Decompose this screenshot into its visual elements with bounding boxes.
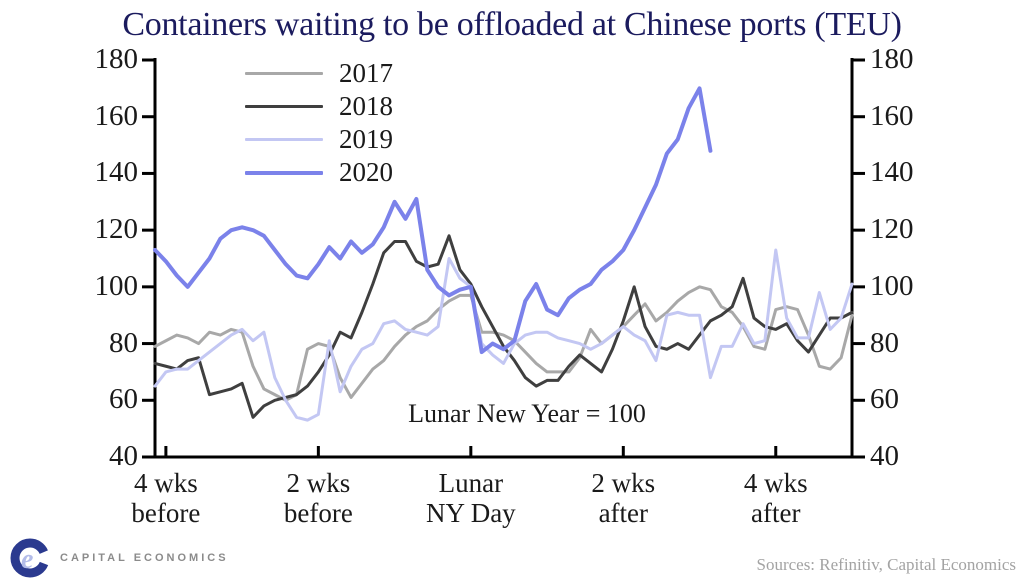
y-tick-label-right: 60 <box>870 383 899 416</box>
x-tick-label-line: 4 wks <box>743 468 808 498</box>
legend-item-2018: 2018 <box>245 90 393 123</box>
chart-title: Containers waiting to be offloaded at Ch… <box>122 6 902 43</box>
x-tick-label: 4 wks before <box>86 468 246 528</box>
y-tick-label-left: 80 <box>109 326 138 359</box>
legend-label: 2018 <box>339 91 393 121</box>
x-tick-label-line: before <box>283 498 353 528</box>
y-tick-label-left: 120 <box>94 213 139 246</box>
x-tick-label-line: 4 wks <box>134 468 198 498</box>
y-tick-label-right: 80 <box>870 326 899 359</box>
legend-label: 2017 <box>339 58 393 88</box>
y-tick-label-left: 140 <box>94 156 139 189</box>
y-tick-label-left: 60 <box>109 383 138 416</box>
legend-label: 2019 <box>339 124 393 154</box>
y-tick-label-left: 100 <box>94 269 139 302</box>
legend-line-swatch <box>245 170 323 175</box>
x-tick-label-line: 2 wks <box>591 468 656 498</box>
x-tick-label: 2 wks before <box>238 468 398 528</box>
y-tick-label-right: 40 <box>870 440 899 472</box>
legend-item-2019: 2019 <box>245 123 393 156</box>
series-line-2017 <box>153 285 854 402</box>
sources-note: Sources: Refinitiv, Capital Economics <box>756 555 1016 574</box>
index-annotation: Lunar New Year = 100 <box>408 399 646 428</box>
y-tick-label-right: 160 <box>870 99 914 132</box>
x-tick-label-line: after <box>751 498 801 528</box>
y-tick-label-right: 180 <box>870 43 914 75</box>
logo-e-letter: e <box>21 544 33 575</box>
x-tick-label-line: NY Day <box>425 498 516 528</box>
y-tick-label-right: 100 <box>870 269 914 302</box>
x-tick-label: Lunar NY Day <box>391 468 551 528</box>
legend-item-2017: 2017 <box>245 57 393 90</box>
legend: 2017 2018 2019 2020 <box>245 57 393 189</box>
legend-item-2020: 2020 <box>245 156 393 189</box>
x-tick-label-line: Lunar <box>438 468 504 498</box>
brand-wordmark: CAPITAL ECONOMICS <box>60 552 229 564</box>
y-tick-label-left: 40 <box>109 440 138 472</box>
legend-line-swatch <box>245 72 323 75</box>
x-tick-label: 4 wks after <box>696 468 856 528</box>
x-tick-label-line: after <box>598 498 649 528</box>
logo-c-ring <box>10 538 50 578</box>
series-line-2020 <box>153 86 713 355</box>
y-tick-label-right: 140 <box>870 156 914 189</box>
legend-line-swatch <box>245 105 323 108</box>
series-line-2019 <box>153 248 854 422</box>
x-tick-label: 2 wks after <box>543 468 703 528</box>
y-tick-label-left: 160 <box>94 99 139 132</box>
x-tick-label-line: before <box>131 498 201 528</box>
capital-economics-logo-icon: e <box>10 538 50 578</box>
y-tick-label-left: 180 <box>94 43 139 75</box>
y-tick-label-right: 120 <box>870 213 914 246</box>
x-tick-label-line: 2 wks <box>286 468 351 498</box>
series-line-2018 <box>153 234 854 419</box>
legend-line-swatch <box>245 138 323 141</box>
legend-label: 2020 <box>339 157 393 187</box>
